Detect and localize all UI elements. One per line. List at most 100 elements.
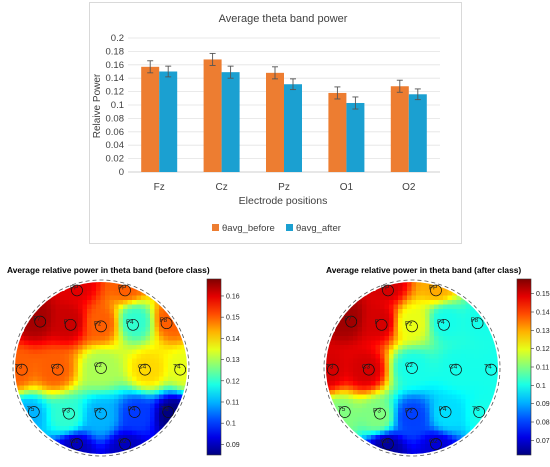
electrode-label: C4 — [449, 364, 458, 371]
electrode-label: T3 — [326, 364, 334, 371]
electrode-label: T6 — [472, 406, 480, 413]
electrode-marker — [71, 438, 83, 450]
x-tick-label: Fz — [154, 182, 165, 193]
colorbar-tick-label: 0.13 — [536, 328, 550, 335]
colorbar-tick-label: 0.1 — [536, 383, 546, 390]
bar-chart: Average theta band power 0 0.02 0.04 0.06 0.… — [92, 13, 440, 234]
topomap-before-title: Average relative power in theta band (be… — [7, 265, 210, 275]
electrode-marker — [473, 406, 486, 418]
electrode-label: C3 — [362, 364, 371, 371]
electrode-marker — [71, 284, 83, 297]
y-tick-label: 0.08 — [106, 113, 125, 124]
electrode-label: T4 — [484, 364, 492, 371]
colorbar-tick-label: 0.07 — [536, 438, 550, 445]
x-tick-label: Pz — [278, 182, 290, 193]
electrode-label: Pz — [405, 408, 413, 415]
electrode-label: T4 — [173, 364, 181, 371]
electrode-label: F8 — [160, 317, 168, 324]
y-tick-label: 0.2 — [111, 33, 124, 44]
electrode-marker — [338, 406, 351, 418]
colorbar-tick-label: 0.1 — [226, 421, 236, 428]
topomap-after-title: Average relative power in theta band (af… — [326, 265, 522, 275]
electrode-label: O2 — [429, 438, 438, 445]
colorbar — [516, 278, 532, 456]
electrode-marker — [439, 406, 452, 418]
electrode-marker — [64, 318, 77, 331]
electrode-marker — [406, 407, 418, 420]
x-tick-label: Cz — [215, 182, 227, 193]
electrode-marker — [162, 406, 175, 418]
bar-θavg_after-Pz — [284, 84, 302, 172]
x-tick-label: O2 — [402, 182, 416, 193]
y-tick-label: 0.06 — [106, 127, 125, 138]
colorbar-tick-label: 0.09 — [226, 442, 240, 449]
electrode-label: Fz — [94, 320, 101, 327]
electrode-label: C4 — [138, 364, 147, 371]
electrode-label: Fz — [405, 320, 412, 327]
electrode-label: F4 — [126, 319, 134, 326]
colorbar-tick-label: 0.16 — [226, 293, 240, 300]
colorbar-tick-label: 0.12 — [226, 378, 240, 385]
electrode-label: T5 — [338, 406, 346, 413]
electrode-marker — [382, 284, 394, 297]
electrode-marker — [51, 363, 64, 376]
y-tick-label: 0 — [119, 167, 124, 178]
electrode-label: T6 — [161, 406, 169, 413]
electrode-marker — [174, 363, 187, 376]
electrode-marker — [119, 438, 131, 450]
bar-legend: θavg_before θavg_after — [212, 223, 341, 234]
electrode-marker — [430, 438, 442, 450]
colorbar-tick-label: 0.09 — [536, 401, 550, 408]
bar-θavg_before-O2 — [390, 86, 409, 172]
electrode-marker — [430, 284, 442, 297]
y-tick-label: 0.1 — [111, 100, 124, 111]
head-outline — [323, 279, 501, 457]
electrode-marker — [362, 363, 375, 376]
electrode-label: FP — [118, 284, 126, 291]
electrode-label: P3 — [62, 408, 70, 415]
electrode-marker — [127, 318, 139, 331]
electrode-marker — [128, 406, 141, 418]
electrode-marker — [374, 407, 386, 420]
electrode-marker — [160, 317, 173, 330]
electrode-label: F4 — [437, 319, 445, 326]
x-tick-label: O1 — [340, 182, 354, 193]
bar-θavg_after-Cz — [221, 72, 240, 172]
bar-θavg_before-Fz — [141, 66, 160, 172]
colorbar-tick-label: 0.15 — [226, 315, 240, 322]
electrode-label: F — [375, 319, 379, 326]
electrode-marker — [34, 315, 47, 328]
electrode-label: FP — [381, 284, 389, 291]
electrode-marker — [27, 406, 40, 418]
legend-swatch — [286, 224, 293, 231]
bar-θavg_before-O1 — [328, 92, 347, 172]
bar-θavg_after-O2 — [408, 94, 427, 172]
electrode-label: P4 — [128, 406, 136, 413]
electrode-marker — [95, 320, 107, 333]
electrode-marker — [485, 363, 498, 376]
colorbar-tick-label: 0.11 — [226, 399, 239, 406]
bar-θavg_before-Cz — [203, 59, 222, 172]
electrode-label: C3 — [51, 364, 60, 371]
electrode-label: P4 — [439, 406, 447, 413]
y-tick-label: 0.16 — [106, 60, 125, 71]
electrode-label: F7 — [344, 316, 352, 323]
legend-swatch — [212, 224, 219, 231]
bar-marks — [141, 52, 427, 172]
colorbar-tick-label: 0.15 — [536, 291, 550, 298]
colorbar-tick-label: 0.08 — [536, 420, 550, 427]
electrode-label: T3 — [15, 364, 23, 371]
electrode-marker — [139, 363, 151, 376]
colorbar-tick-label: 0.12 — [536, 346, 550, 353]
electrode-marker — [438, 318, 450, 331]
electrode-label: FP — [429, 284, 437, 291]
colorbar-tick-label: 0.13 — [226, 357, 240, 364]
electrode-marker — [471, 317, 484, 330]
bar-x-axis-label: Electrode positions — [239, 195, 328, 207]
electrode-marker — [326, 363, 339, 376]
electrode-label: Pz — [94, 408, 102, 415]
head-outline — [12, 279, 190, 457]
bar-y-axis-label: Relaive Power — [92, 73, 103, 138]
